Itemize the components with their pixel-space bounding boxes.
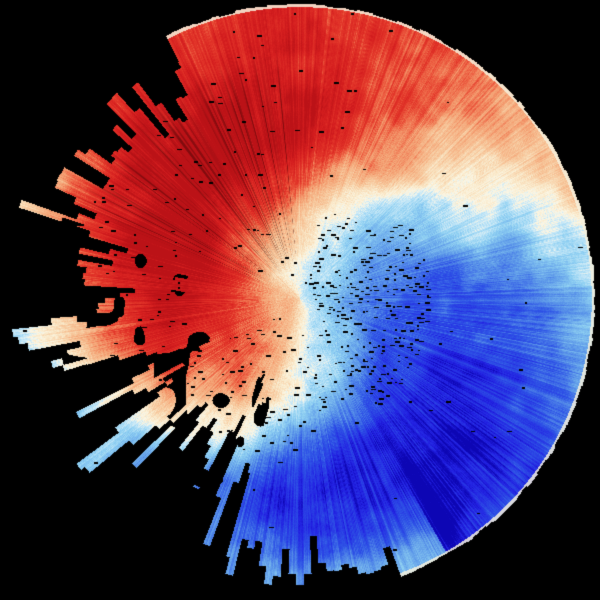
radar-ppi-panel — [0, 0, 600, 600]
radar-velocity-display — [0, 0, 600, 600]
